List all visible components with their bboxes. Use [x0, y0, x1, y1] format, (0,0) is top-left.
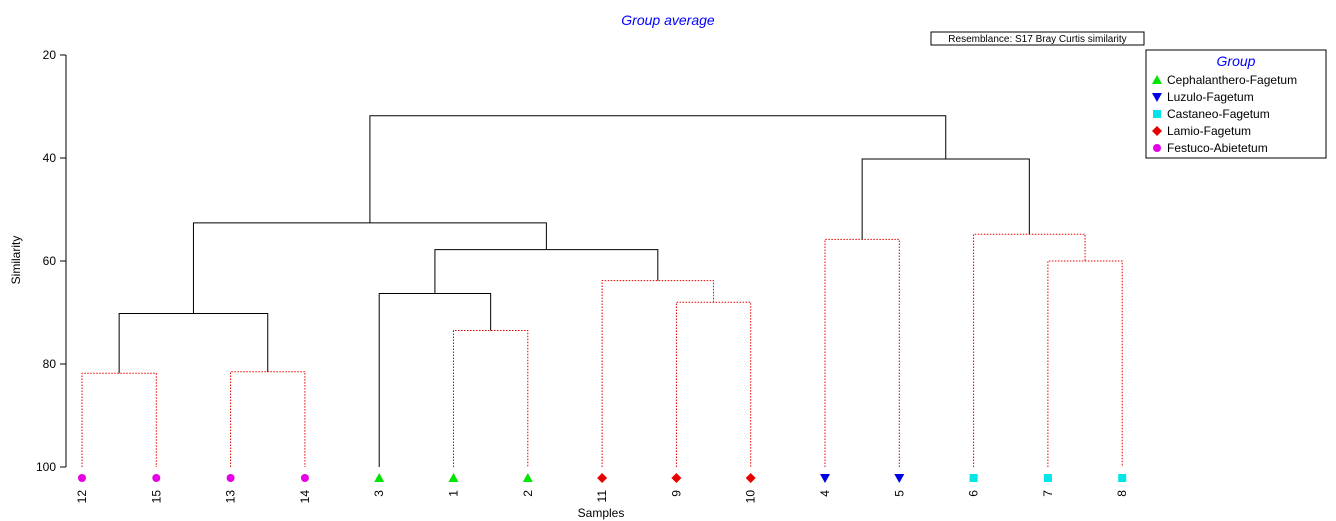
leaf-label: 8: [1115, 490, 1129, 497]
dendrogram-branch: [378, 292, 492, 467]
legend-item-label: Festuco-Abietetum: [1167, 141, 1268, 155]
leaf-marker: [820, 474, 830, 483]
leaf-labels: 12 15 13 14 3 1 2 11 9 10 4 5 6 7 8: [75, 490, 1129, 504]
leaf-marker: [78, 474, 86, 482]
leaf-label: 12: [75, 490, 89, 504]
y-tick-label: 20: [43, 48, 57, 62]
legend-item-label: Castaneo-Fagetum: [1167, 107, 1270, 121]
dendrogram-branch: [601, 280, 715, 467]
leaf-label: 5: [892, 490, 906, 497]
y-tick-label: 100: [36, 460, 56, 474]
leaf-label: 6: [967, 490, 981, 497]
x-axis-label: Samples: [578, 506, 625, 520]
leaf-label: 13: [224, 490, 238, 504]
leaf-marker: [226, 474, 235, 482]
y-tick-label: 80: [43, 357, 57, 371]
chart-title: Group average: [621, 12, 715, 28]
leaf-marker: [374, 473, 385, 482]
dendrogram-branch: [434, 249, 659, 294]
leaf-marker: [152, 474, 161, 482]
y-tick-label: 40: [43, 151, 57, 165]
leaf-marker: [1043, 474, 1052, 482]
y-tick-label: 60: [43, 254, 57, 268]
leaf-label: 3: [372, 490, 386, 497]
leaf-marker: [745, 473, 756, 483]
legend-title: Group: [1217, 53, 1256, 69]
dendrogram-branch: [192, 222, 547, 314]
leaf-label: 2: [521, 490, 535, 497]
leaf-marker: [448, 473, 459, 482]
legend-marker: [1152, 75, 1162, 84]
dendrogram-branch: [675, 301, 752, 467]
legend-item-label: Luzulo-Fagetum: [1167, 90, 1254, 104]
leaf-marker: [1118, 474, 1127, 482]
dendrogram-branch: [369, 115, 947, 223]
y-axis-label: Similarity: [9, 236, 23, 285]
leaf-marker: [522, 473, 533, 482]
dendrogram-branch: [81, 372, 157, 467]
leaf-marker: [894, 474, 905, 483]
dendrogram-branch: [453, 330, 529, 467]
leaf-label: 10: [744, 490, 758, 504]
resemblance-note-text: Resemblance: S17 Bray Curtis similarity: [948, 34, 1126, 45]
dendrogram-branch: [1047, 260, 1123, 467]
y-axis: 20 40 60 80 100: [36, 48, 67, 474]
leaf-label: 9: [669, 490, 683, 497]
leaf-label: 7: [1041, 490, 1055, 497]
legend-marker: [1152, 93, 1162, 102]
legend-marker: [1153, 110, 1161, 118]
dendrogram-branches: [81, 115, 1123, 467]
leaf-label: 1: [447, 490, 461, 497]
legend-box: [1145, 49, 1327, 159]
leaf-markers: [78, 473, 1127, 483]
dendrogram-branch: [824, 238, 900, 467]
leaf-marker: [671, 473, 682, 483]
leaf-label: 11: [595, 490, 609, 503]
leaf-label: 4: [818, 490, 832, 497]
legend-item-label: Lamio-Fagetum: [1167, 124, 1251, 138]
dendrogram-branch: [973, 233, 1086, 467]
resemblance-note: Resemblance: S17 Bray Curtis similarity: [930, 31, 1145, 46]
leaf-marker: [969, 474, 978, 482]
legend-marker: [1153, 144, 1161, 152]
leaf-marker: [597, 473, 608, 483]
legend: Group Cephalanthero-Fagetum Luzulo-Fagetu…: [1145, 49, 1327, 159]
leaf-label: 14: [298, 490, 312, 504]
leaf-marker: [300, 474, 309, 482]
legend-item-label: Cephalanthero-Fagetum: [1167, 73, 1297, 87]
dendrogram-branch: [230, 371, 306, 467]
dendrogram-branch: [118, 313, 269, 374]
legend-marker: [1152, 126, 1162, 136]
dendrogram-branch: [861, 158, 1030, 240]
leaf-label: 15: [149, 490, 163, 504]
